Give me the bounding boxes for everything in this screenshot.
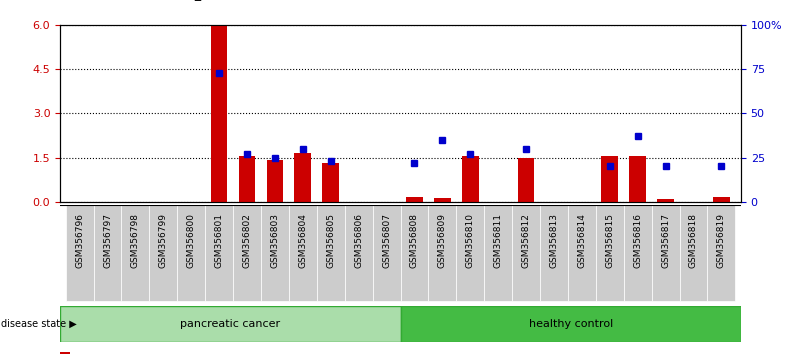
Text: GSM356812: GSM356812 [521,213,530,268]
Text: GSM356814: GSM356814 [578,213,586,268]
FancyBboxPatch shape [457,205,485,301]
FancyBboxPatch shape [707,205,735,301]
FancyBboxPatch shape [372,205,400,301]
Text: GSM356816: GSM356816 [633,213,642,268]
Text: GSM356798: GSM356798 [131,213,140,268]
Bar [462,156,479,202]
FancyBboxPatch shape [679,205,707,301]
Bar [322,164,339,202]
Text: GSM356800: GSM356800 [187,213,195,268]
Text: GSM356818: GSM356818 [689,213,698,268]
FancyBboxPatch shape [205,205,233,301]
FancyBboxPatch shape [429,205,457,301]
FancyBboxPatch shape [568,205,596,301]
Bar [657,199,674,202]
Bar [239,156,256,202]
Bar [406,198,423,202]
Bar [602,156,618,202]
Text: GSM356808: GSM356808 [410,213,419,268]
Text: GSM356804: GSM356804 [298,213,308,268]
FancyBboxPatch shape [289,205,316,301]
Bar [400,306,741,342]
Bar [60,306,400,342]
Text: GSM356815: GSM356815 [606,213,614,268]
FancyBboxPatch shape [344,205,372,301]
Text: GSM356801: GSM356801 [215,213,223,268]
Bar [267,160,284,202]
Bar [211,26,227,202]
Text: GSM356817: GSM356817 [661,213,670,268]
FancyBboxPatch shape [66,205,94,301]
Text: GSM356796: GSM356796 [75,213,84,268]
FancyBboxPatch shape [540,205,568,301]
Text: GSM356819: GSM356819 [717,213,726,268]
Text: GSM356807: GSM356807 [382,213,391,268]
FancyBboxPatch shape [149,205,177,301]
Bar [434,198,451,202]
Text: GSM356806: GSM356806 [354,213,363,268]
FancyBboxPatch shape [512,205,540,301]
FancyBboxPatch shape [596,205,624,301]
FancyBboxPatch shape [652,205,679,301]
FancyBboxPatch shape [485,205,512,301]
Text: GSM356799: GSM356799 [159,213,168,268]
Text: pancreatic cancer: pancreatic cancer [180,319,280,329]
Text: disease state ▶: disease state ▶ [1,319,77,329]
Text: GSM356802: GSM356802 [243,213,252,268]
FancyBboxPatch shape [122,205,149,301]
FancyBboxPatch shape [177,205,205,301]
Text: healthy control: healthy control [529,319,613,329]
Text: GSM356811: GSM356811 [493,213,503,268]
Text: GSM356803: GSM356803 [271,213,280,268]
Text: GSM356813: GSM356813 [549,213,558,268]
FancyBboxPatch shape [94,205,122,301]
Text: GSM356805: GSM356805 [326,213,336,268]
FancyBboxPatch shape [400,205,429,301]
Bar [630,156,646,202]
Text: GSM356797: GSM356797 [103,213,112,268]
FancyBboxPatch shape [624,205,652,301]
FancyBboxPatch shape [233,205,261,301]
Bar [713,198,730,202]
Text: GSM356809: GSM356809 [438,213,447,268]
Text: GSM356810: GSM356810 [465,213,475,268]
FancyBboxPatch shape [261,205,289,301]
FancyBboxPatch shape [316,205,344,301]
Bar [517,158,534,202]
Bar [60,352,70,354]
Bar [295,153,312,202]
